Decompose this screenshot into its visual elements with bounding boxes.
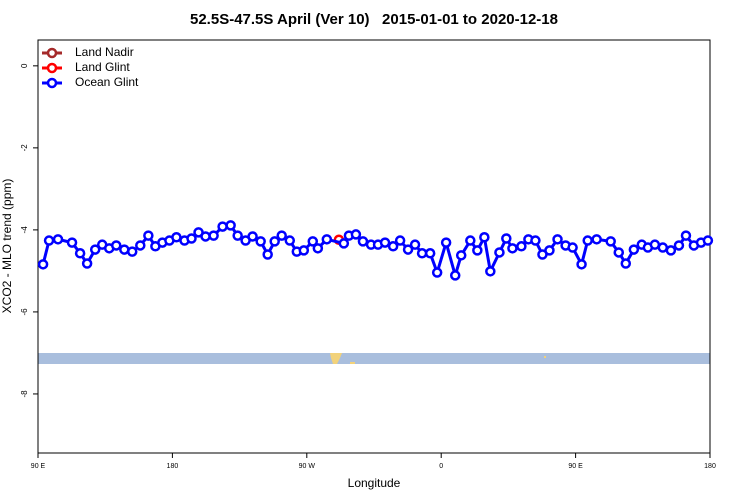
x-tick-label: 90 E — [568, 463, 583, 470]
data-point — [567, 242, 578, 253]
data-point — [276, 230, 287, 241]
data-point — [409, 239, 421, 250]
data-point — [449, 270, 461, 281]
legend-marker — [46, 62, 58, 74]
data-point — [307, 236, 319, 247]
data-point — [605, 236, 616, 247]
data-point — [440, 237, 452, 248]
data-point — [350, 229, 362, 240]
data-point — [479, 232, 490, 243]
data-point — [673, 240, 685, 251]
data-point — [582, 235, 593, 246]
data-point — [465, 235, 476, 246]
data-point — [126, 246, 138, 257]
data-point — [43, 235, 55, 246]
y-tick-label: -4 — [20, 226, 29, 234]
data-point — [284, 235, 296, 246]
y-tick-label: -8 — [20, 390, 29, 398]
data-point — [455, 250, 467, 261]
legend-marker — [46, 47, 58, 59]
data-point — [298, 245, 310, 256]
x-tick-label: 180 — [704, 463, 716, 470]
legend-marker — [46, 77, 58, 89]
data-point — [657, 242, 669, 253]
data-point — [530, 235, 541, 246]
data-point — [485, 266, 496, 277]
data-point — [394, 235, 406, 246]
data-point — [232, 230, 243, 241]
data-point — [171, 232, 182, 243]
chart-title: 52.5S-47.5S April (Ver 10) 2015-01-01 to… — [190, 11, 558, 28]
x-axis-label: Longitude — [348, 476, 401, 490]
y-axis-label: XCO2 - MLO trend (ppm) — [0, 179, 14, 314]
x-tick-label: 0 — [439, 463, 443, 470]
x-tick-label: 180 — [167, 463, 179, 470]
x-tick-label: 90 W — [299, 463, 316, 470]
data-point — [501, 233, 512, 244]
data-point — [312, 243, 324, 254]
data-point — [81, 258, 93, 269]
data-point — [576, 259, 587, 270]
data-point — [379, 237, 391, 248]
data-point — [431, 267, 443, 278]
y-tick-label: -6 — [20, 308, 29, 316]
series-line — [41, 223, 709, 281]
data-point — [544, 245, 555, 256]
y-tick-label: -2 — [20, 144, 29, 152]
data-point — [208, 230, 219, 241]
data-point — [338, 238, 350, 249]
data-point — [262, 249, 273, 260]
map-strip — [38, 353, 710, 364]
data-point — [402, 244, 414, 255]
data-point — [472, 245, 483, 256]
data-point — [613, 247, 625, 258]
data-point — [89, 244, 101, 255]
data-point — [247, 231, 258, 242]
data-point — [135, 240, 146, 251]
data-point — [186, 233, 197, 244]
x-tick-label: 90 E — [31, 463, 46, 470]
data-point — [255, 236, 266, 247]
data-point — [66, 237, 78, 248]
data-point — [424, 248, 436, 259]
data-point — [494, 247, 505, 258]
data-point — [111, 240, 122, 251]
data-point — [591, 234, 602, 245]
data-point — [628, 244, 640, 255]
data-point — [416, 248, 428, 259]
data-point — [680, 230, 692, 241]
data-point — [217, 221, 228, 232]
data-point — [620, 258, 632, 269]
y-tick-label: 0 — [20, 63, 29, 68]
data-point — [357, 236, 369, 247]
data-point — [702, 235, 714, 246]
data-point — [665, 245, 677, 256]
legend-label: Land Nadir — [75, 45, 134, 59]
data-point — [143, 230, 154, 241]
data-point — [269, 236, 280, 247]
data-point — [74, 248, 86, 259]
plot-frame — [37, 39, 711, 454]
data-point — [37, 259, 49, 270]
data-point — [321, 234, 333, 245]
legend-label: Land Glint — [75, 60, 130, 74]
data-point — [516, 241, 527, 252]
data-point — [225, 220, 236, 231]
data-point — [552, 234, 563, 245]
data-point — [387, 241, 399, 252]
legend-label: Ocean Glint — [75, 75, 139, 89]
data-point — [507, 243, 518, 254]
data-point — [52, 234, 64, 245]
data-point — [200, 231, 211, 242]
